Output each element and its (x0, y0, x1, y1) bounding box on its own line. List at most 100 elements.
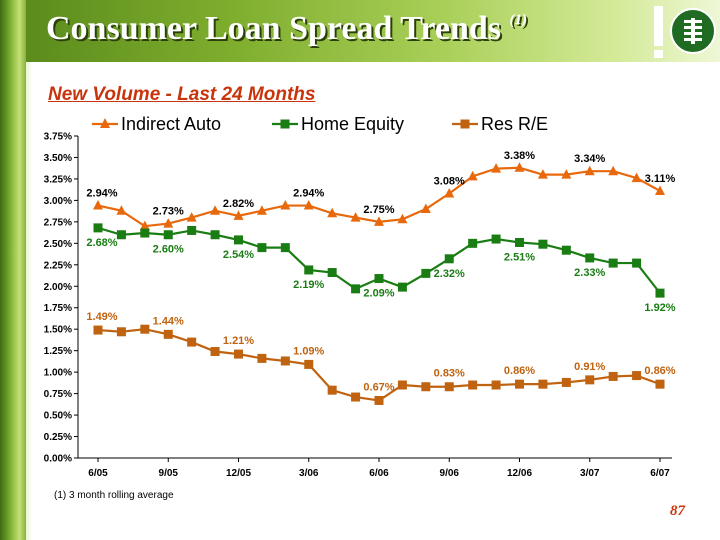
left-accent-bar (0, 0, 26, 540)
indirect_auto-point (584, 165, 595, 176)
home_equity-point (444, 254, 454, 264)
footnote: (1) 3 month rolling average (54, 490, 174, 501)
res_re-point (304, 359, 314, 369)
indirect_auto-data-label: 3.34% (574, 153, 605, 165)
indirect_auto-point (491, 163, 502, 173)
res_re-data-label: 0.67% (363, 381, 394, 393)
home_equity-data-label: 2.09% (363, 288, 394, 300)
res_re-point (397, 380, 407, 390)
y-tick-label: 0.00% (44, 454, 72, 465)
res_re-point (444, 382, 454, 392)
legend-indirect_auto-label: Indirect Auto (121, 114, 221, 134)
title-text: Consumer Loan Spread Trends (46, 10, 502, 47)
home_equity-point (608, 258, 618, 268)
home_equity-point (210, 230, 220, 240)
indirect_auto-data-label: 3.08% (434, 176, 465, 188)
res_re-point (468, 380, 478, 390)
indirect_auto-point (514, 162, 525, 172)
res_re-data-label: 0.86% (504, 365, 535, 377)
indirect_auto-point (186, 212, 197, 222)
res_re-point (374, 395, 384, 405)
res_re-point (210, 347, 220, 357)
home_equity-line (97, 226, 661, 294)
indirect_auto-data-label: 2.75% (363, 204, 394, 216)
indirect_auto-point (444, 188, 455, 198)
x-tick-label: 9/05 (159, 468, 179, 479)
y-tick-label: 1.25% (44, 346, 72, 357)
res_re-point (116, 327, 126, 337)
home_equity-point (655, 288, 665, 298)
y-tick-label: 1.00% (44, 368, 72, 379)
res_re-point (538, 379, 548, 389)
y-tick-label: 0.75% (44, 389, 72, 400)
home_equity-point (257, 243, 267, 253)
home_equity-point (93, 223, 103, 233)
res_re-data-label: 1.49% (86, 311, 117, 323)
res_re-point (632, 371, 642, 381)
home_equity-point (421, 268, 431, 278)
indirect_auto-point (116, 205, 127, 215)
indirect_auto-point (233, 210, 244, 220)
x-tick-label: 12/06 (507, 468, 532, 479)
legend-home_equity-label: Home Equity (301, 114, 404, 134)
home_equity-point (515, 237, 524, 247)
home_equity-point (397, 282, 407, 292)
res_re-point (140, 324, 150, 334)
home_equity-data-label: 2.54% (223, 249, 254, 261)
indirect_auto-data-label: 2.73% (153, 206, 184, 218)
indirect_auto-point (420, 203, 431, 213)
exclamation-icon (654, 6, 663, 46)
legend-indirect_auto-marker (100, 118, 110, 128)
res_re-point (327, 385, 337, 395)
title-band (26, 0, 720, 62)
legend-home_equity-marker (280, 119, 290, 129)
res_re-point (585, 375, 595, 385)
res_re-point (608, 371, 618, 381)
res_re-point (187, 337, 197, 347)
indirect_auto-point (631, 172, 642, 183)
y-tick-label: 1.75% (44, 303, 72, 314)
page-title: Consumer Loan Spread Trends (1) (46, 10, 527, 48)
home_equity-point (491, 234, 501, 244)
indirect_auto-point (163, 218, 174, 228)
home_equity-point (585, 253, 595, 263)
home_equity-point (538, 239, 548, 249)
indirect_auto-point (655, 185, 665, 195)
indirect_auto-point (93, 200, 103, 210)
chart-subtitle: New Volume - Last 24 Months (48, 84, 316, 105)
indirect_auto-data-label: 2.82% (223, 198, 254, 210)
left-accent-highlight (26, 0, 32, 540)
indirect_auto-point (139, 220, 150, 231)
home_equity-data-label: 2.51% (504, 251, 535, 263)
home_equity-point (561, 245, 571, 255)
indirect_auto-point (327, 207, 338, 218)
bank-logo-icon (670, 8, 716, 54)
title-note: (1) (509, 12, 528, 28)
y-tick-label: 3.00% (44, 196, 72, 207)
x-tick-label: 9/06 (440, 468, 460, 479)
legend-res_re-marker (460, 119, 470, 129)
indirect_auto-point (256, 205, 267, 215)
x-tick-label: 6/06 (369, 468, 389, 479)
indirect_auto-data-label: 3.38% (504, 150, 535, 162)
home_equity-point (468, 238, 478, 248)
indirect_auto-point (210, 205, 221, 215)
y-tick-label: 0.50% (44, 411, 72, 422)
res_re-point (163, 329, 173, 339)
res_re-point (491, 380, 501, 390)
legend-res_re-label: Res R/E (481, 114, 548, 134)
home_equity-data-label: 2.68% (86, 237, 117, 249)
res_re-point (234, 349, 243, 359)
indirect_auto-point (608, 165, 619, 176)
indirect_auto-point (280, 200, 291, 210)
y-tick-label: 2.00% (44, 282, 72, 293)
res_re-point (257, 353, 267, 363)
x-tick-label: 6/07 (650, 468, 670, 479)
res_re-data-label: 0.91% (574, 361, 605, 373)
home_equity-point (163, 230, 173, 240)
y-tick-label: 2.75% (44, 217, 72, 228)
exclamation-dot-icon (654, 50, 663, 58)
y-tick-label: 2.50% (44, 239, 72, 250)
home_equity-data-label: 2.32% (434, 268, 465, 280)
